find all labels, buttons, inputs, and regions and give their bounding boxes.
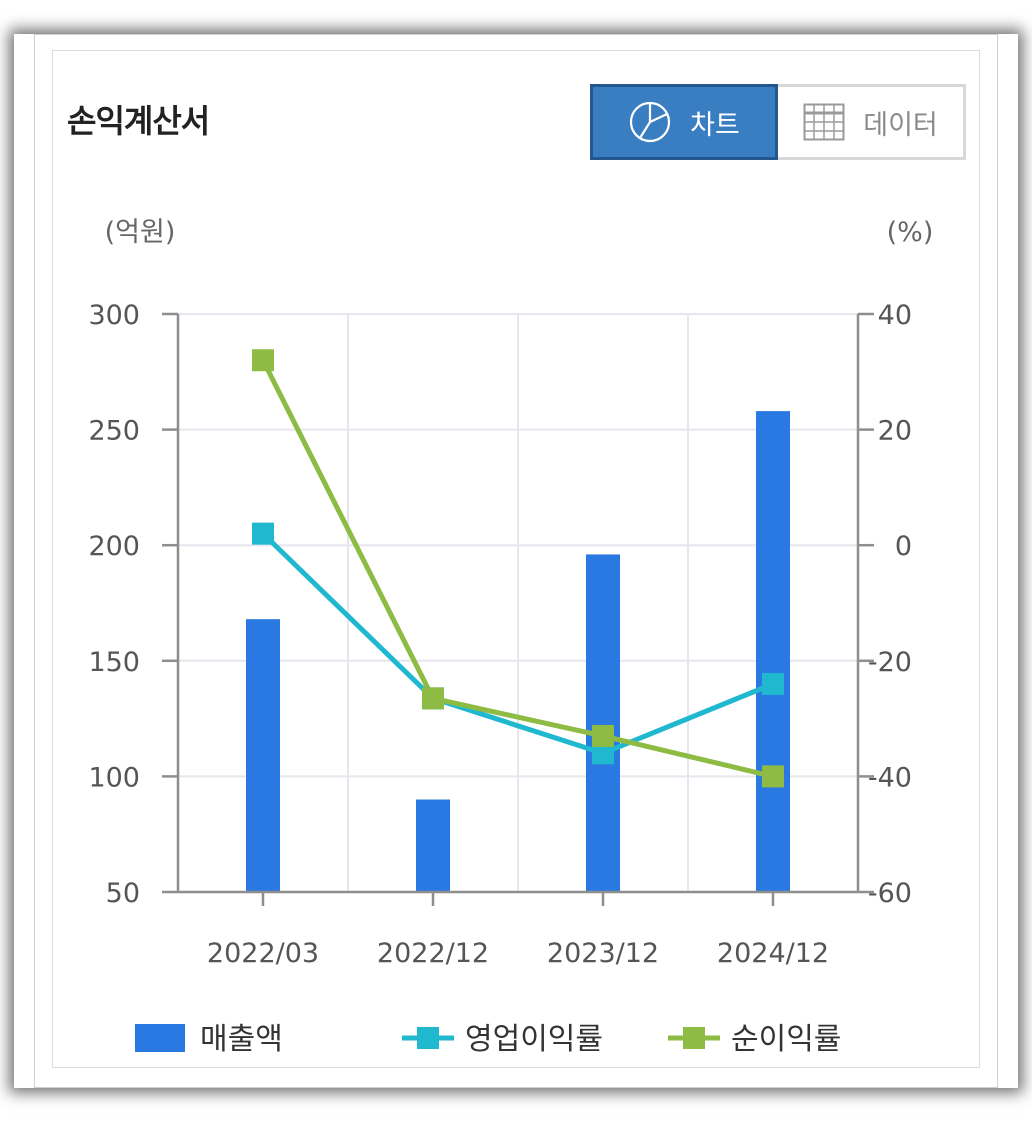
bar-sales: [416, 799, 450, 892]
page-title: 손익계산서: [67, 102, 210, 140]
x-tick-label: 2024/12: [717, 938, 829, 969]
x-tick-label: 2022/12: [377, 938, 489, 969]
legend-marker-net-margin: [683, 1027, 705, 1049]
view-toggle: 차트 데이터: [590, 84, 966, 160]
y-left-tick-label: 300: [88, 300, 140, 331]
legend-label-operating-margin: 영업이익률: [465, 1022, 603, 1057]
bar-sales: [586, 554, 620, 892]
pie-chart-icon: [628, 100, 672, 144]
line-net-margin: [260, 359, 774, 779]
y-right-tick-label: -20: [868, 647, 912, 678]
y-left-tick-label: 150: [88, 647, 140, 678]
y-right-tick-label: -40: [868, 762, 912, 793]
point-net-margin: [422, 687, 444, 710]
y-left-tick-label: 250: [88, 416, 140, 447]
y-left-unit-label: (억원): [105, 217, 176, 248]
x-tick-label: 2023/12: [547, 938, 659, 969]
y-right-tick-label: 20: [878, 416, 912, 447]
point-operating-margin: [252, 522, 274, 545]
point-net-margin: [252, 349, 274, 372]
bar-sales: [246, 619, 280, 892]
line-operating-margin: [261, 531, 774, 756]
y-right-unit-label: (%): [887, 217, 934, 248]
income-statement-card: [52, 50, 980, 1068]
chart-view-button[interactable]: 차트: [590, 84, 778, 160]
y-left-tick-label: 100: [88, 762, 140, 793]
point-net-margin: [762, 765, 784, 788]
point-operating-margin: [762, 672, 784, 695]
y-right-tick-label: -60: [868, 878, 912, 909]
point-net-margin: [592, 724, 614, 747]
legend-marker-operating-margin: [417, 1027, 439, 1049]
y-right-tick-label: 0: [895, 531, 912, 562]
legend-label-net-margin: 순이익률: [731, 1022, 841, 1057]
bar-sales: [756, 411, 790, 892]
table-grid-icon: [803, 103, 845, 141]
y-left-tick-label: 200: [88, 531, 140, 562]
chart-view-label: 차트: [690, 109, 740, 141]
data-view-label: 데이터: [863, 109, 938, 141]
x-tick-label: 2022/03: [207, 938, 319, 969]
point-operating-margin: [592, 742, 614, 765]
legend-label-sales: 매출액: [200, 1022, 283, 1057]
data-view-button[interactable]: 데이터: [778, 87, 963, 157]
y-right-tick-label: 40: [878, 300, 912, 331]
y-left-tick-label: 50: [106, 878, 140, 909]
legend-swatch-sales: [135, 1024, 185, 1052]
